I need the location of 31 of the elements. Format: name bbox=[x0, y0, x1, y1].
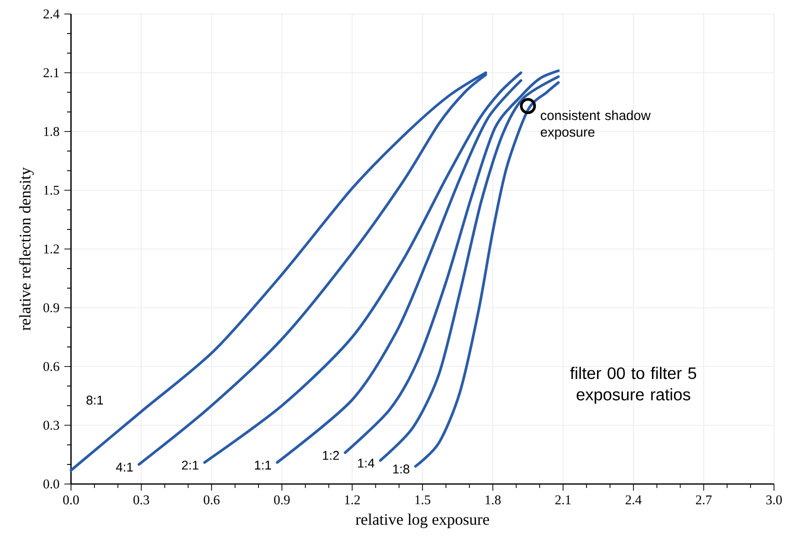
y-tick-label: 1.2 bbox=[44, 244, 59, 254]
series-label: 2:1 bbox=[182, 460, 198, 470]
series-label: 4:1 bbox=[116, 462, 133, 472]
x-tick-label: 3.0 bbox=[766, 495, 782, 504]
text: 8:1 bbox=[86, 396, 103, 405]
x-tick-label: 2.7 bbox=[696, 495, 712, 504]
x-tick-label: 0.0 bbox=[63, 495, 79, 504]
x-tick-label: 2.4 bbox=[626, 495, 642, 504]
x-tick-label: 1.8 bbox=[486, 495, 501, 504]
series-label: 1:4 bbox=[358, 458, 374, 468]
y-tick-label: 0.9 bbox=[43, 303, 60, 312]
y-tick-label: 1.5 bbox=[44, 186, 60, 195]
y-axis-title: relative reflection density bbox=[19, 167, 34, 330]
series-label: 1:2 bbox=[322, 450, 339, 460]
x-tick-label: 0.6 bbox=[204, 495, 220, 504]
y-tick-label: 2.1 bbox=[44, 68, 59, 78]
series-label: 1:1 bbox=[254, 460, 271, 470]
y-tick-label: 1.8 bbox=[44, 126, 60, 136]
x-tick-label: 0.9 bbox=[274, 495, 290, 504]
series-label: 1:8 bbox=[393, 464, 410, 474]
y-tick-label: 0.3 bbox=[43, 420, 60, 430]
annotation: filter 00 to filter 5 exposure ratios bbox=[570, 366, 696, 404]
x-tick-label: 1.2 bbox=[345, 495, 360, 504]
x-tick-label: 0.3 bbox=[133, 495, 150, 504]
x-axis-title: relative log exposure bbox=[356, 514, 490, 528]
annotation: consistent shadow exposure bbox=[540, 110, 651, 140]
y-tick-label: 0.0 bbox=[43, 479, 60, 489]
y-tick-label: 2.4 bbox=[44, 9, 60, 19]
x-tick-label: 1.5 bbox=[415, 495, 430, 504]
x-tick-label: 2.1 bbox=[555, 495, 571, 504]
y-tick-label: 0.6 bbox=[43, 362, 60, 372]
